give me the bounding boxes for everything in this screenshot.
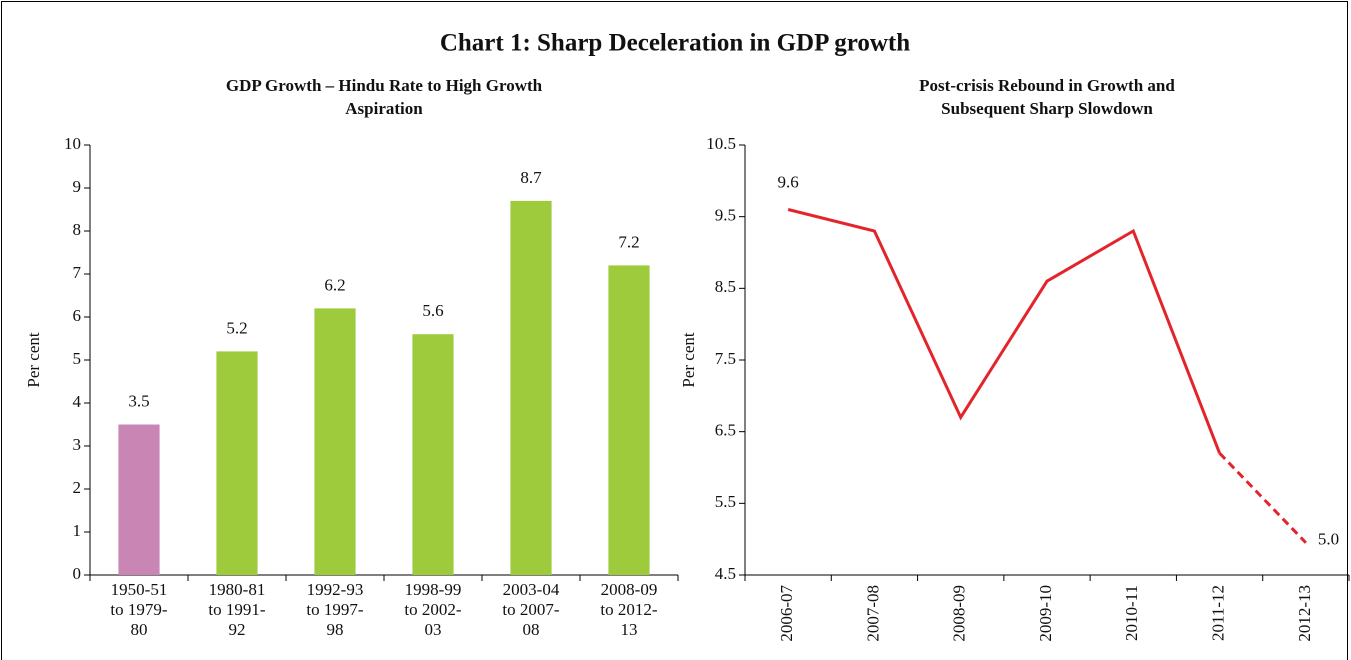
- value-label: 6.2: [324, 275, 345, 294]
- y-tick-label: 9: [73, 177, 82, 196]
- y-tick-label: 7.5: [715, 349, 736, 368]
- bar: [118, 424, 160, 575]
- y-tick-label: 0: [73, 564, 82, 583]
- x-tick-label: 2006-07: [777, 585, 796, 642]
- value-label: 9.6: [778, 172, 799, 191]
- x-tick-label: 2009-10: [1036, 585, 1055, 642]
- page-title: Chart 1: Sharp Deceleration in GDP growt…: [440, 30, 910, 57]
- value-label: 3.5: [128, 391, 149, 410]
- value-label: 5.2: [226, 318, 247, 337]
- bar: [314, 308, 356, 575]
- value-label: 7.2: [618, 232, 639, 251]
- y-tick-label: 9.5: [715, 206, 736, 225]
- y-tick-label: 8.5: [715, 277, 736, 296]
- y-tick-label: 10.5: [706, 134, 736, 153]
- x-tick-label: 2008-09 to 2012-13: [600, 580, 658, 639]
- value-label: 5.0: [1318, 530, 1339, 549]
- y-tick-label: 4.5: [715, 564, 736, 583]
- line: [787, 208, 1221, 454]
- value-label: 8.7: [520, 168, 542, 187]
- y-tick-label: 3: [73, 435, 82, 454]
- y-tick-label: 6: [73, 306, 82, 325]
- y-tick-label: 2: [73, 478, 82, 497]
- chart-subtitle: Post-crisis Rebound in Growth and Subseq…: [919, 76, 1175, 118]
- value-label: 5.6: [422, 301, 443, 320]
- bar: [608, 265, 650, 575]
- chart-subtitle: GDP Growth – Hindu Rate to High Growth A…: [225, 76, 543, 118]
- x-tick-label: 1992-93 to 1997-98: [306, 580, 364, 639]
- y-tick-label: 7: [73, 263, 82, 282]
- x-tick-label: 2003-04 to 2007-08: [502, 580, 560, 639]
- x-tick-label: 2010-11: [1122, 585, 1141, 641]
- y-tick-label: 8: [73, 220, 82, 239]
- x-tick-label: 1998-99 to 2002-03: [404, 580, 462, 639]
- y-tick-label: 5.5: [715, 492, 736, 511]
- y-tick-label: 5: [73, 349, 82, 368]
- x-tick-label: 2012-13: [1295, 585, 1314, 642]
- line: [1218, 452, 1307, 544]
- x-tick-label: 2008-09: [950, 585, 969, 642]
- y-tick-label: 1: [73, 521, 82, 540]
- bar: [510, 200, 552, 575]
- x-tick-label: 1980-81 to 1991-92: [208, 580, 266, 639]
- x-tick-label: 2011-12: [1208, 585, 1227, 641]
- y-tick-label: 6.5: [715, 421, 736, 440]
- y-tick-label: 10: [64, 134, 81, 153]
- bar: [412, 334, 454, 575]
- x-tick-label: 2007-08: [863, 585, 882, 642]
- y-axis-label: Per cent: [679, 332, 698, 388]
- x-tick-label: 1950-51 to 1979-80: [110, 580, 168, 639]
- y-axis-label: Per cent: [24, 332, 43, 388]
- bar: [216, 351, 258, 575]
- y-tick-label: 4: [73, 392, 82, 411]
